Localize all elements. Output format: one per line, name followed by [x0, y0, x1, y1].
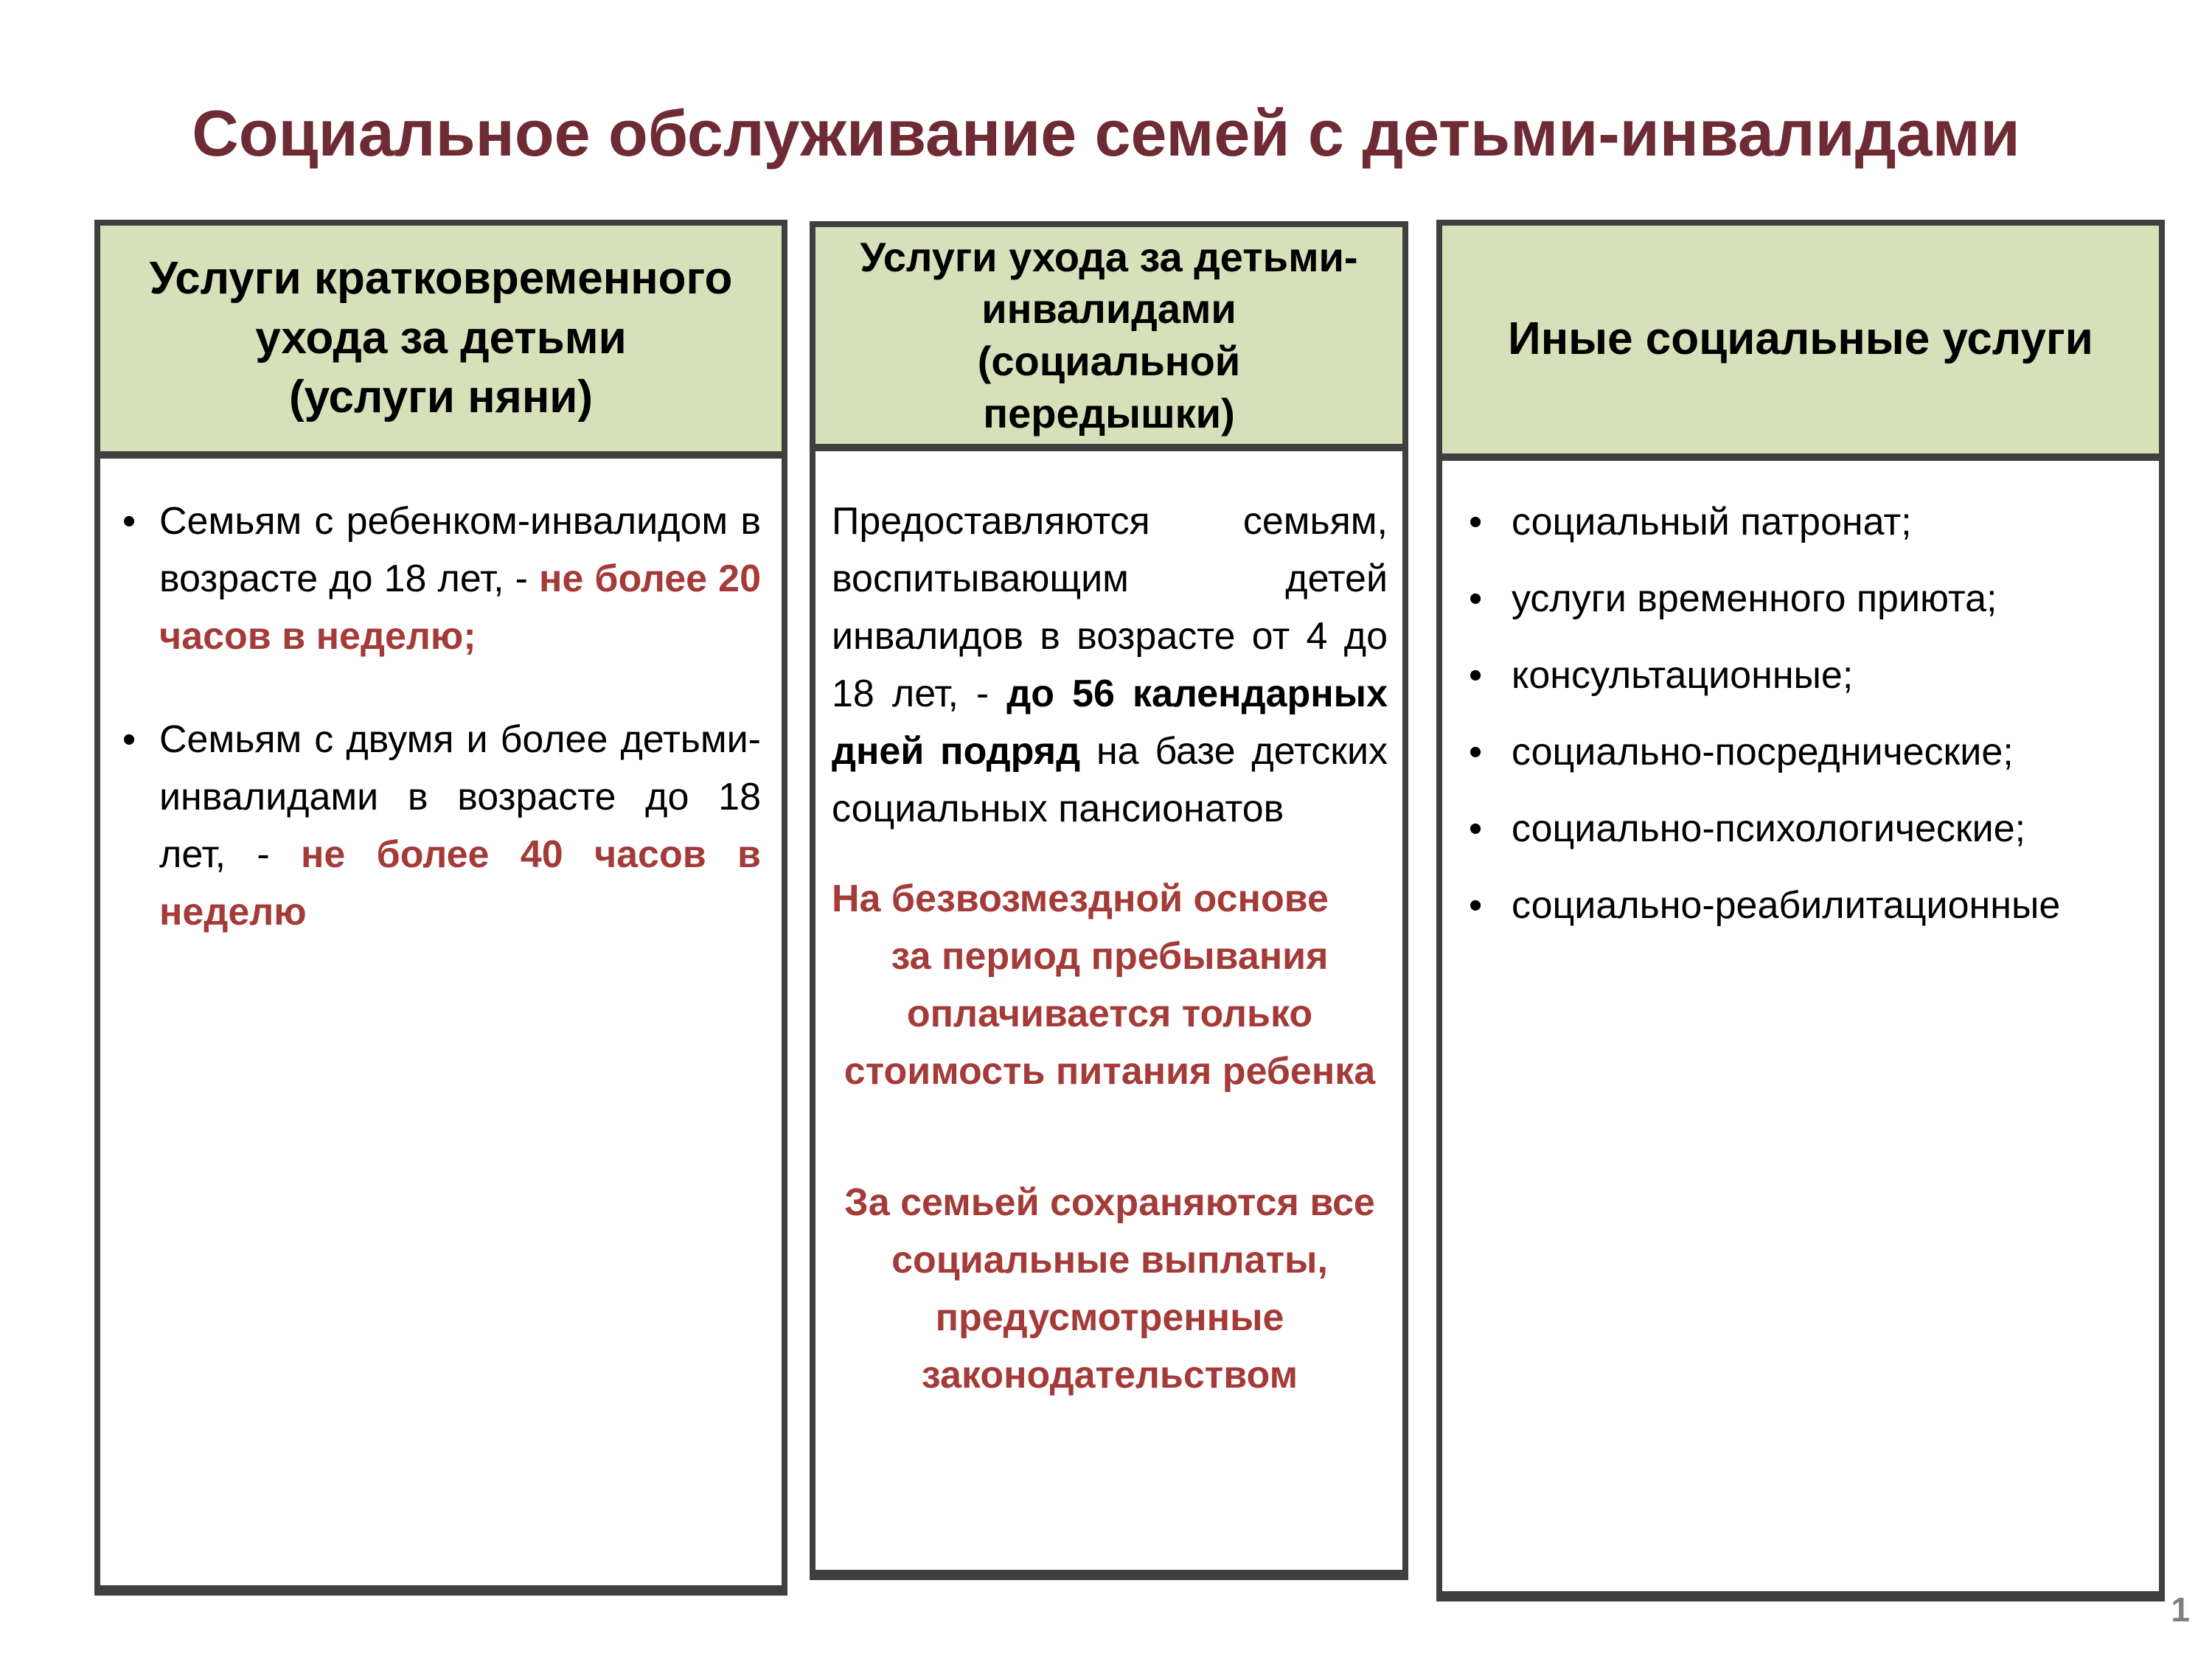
- page-number: 1: [2171, 1590, 2190, 1629]
- list-item-emphasis: не более 40 часов в неделю: [159, 833, 761, 933]
- note-free-basis: На безвозмездной основе: [832, 877, 1329, 920]
- list-item: • консультационные;: [1469, 647, 2138, 704]
- list-item-text: Семьям с двумя и более детьми-инвалидами…: [159, 711, 761, 941]
- paragraph-lead: Предоставляются семьям, воспитывающим де…: [832, 500, 1388, 715]
- column-nanny-services: Услуги кратковременного ухода за детьми …: [94, 220, 787, 1596]
- column-respite-services: Услуги ухода за детьми- инвалидами (соци…: [810, 221, 1408, 1580]
- column-body: Предоставляются семьям, воспитывающим де…: [815, 451, 1402, 1570]
- column-body: • социальный патронат; • услуги временно…: [1442, 461, 2159, 1591]
- list-item: • социально-реабилитационные: [1469, 877, 2138, 934]
- column-header: Услуги кратковременного ухода за детьми …: [100, 226, 782, 459]
- bullet-marker: •: [1469, 884, 1483, 927]
- list-item-text: социально-реабилитационные: [1512, 884, 2061, 927]
- list-item: • Семьям с двумя и более детьми-инвалида…: [122, 711, 761, 941]
- list-item-text: социальный патронат;: [1512, 501, 1912, 543]
- list-item: • социально-психологические;: [1469, 800, 2138, 858]
- bullet-marker: •: [122, 500, 136, 543]
- list-item-text: консультационные;: [1512, 654, 1854, 697]
- list-item-lead: Семьям с двумя и более детьми-инвалидами…: [159, 718, 761, 876]
- bullet-marker: •: [1469, 501, 1483, 543]
- list-item-emphasis: не более 20 часов в неделю;: [159, 557, 761, 658]
- paragraph: Предоставляются семьям, воспитывающим де…: [832, 493, 1388, 838]
- column-header: Иные социальные услуги: [1442, 226, 2159, 461]
- list-item-text: социально-психологические;: [1512, 807, 2026, 850]
- list-item-text: социально-посреднические;: [1512, 731, 2014, 773]
- list-item-lead: Семьям с ребенком-инвалидом в возрасте д…: [159, 500, 761, 600]
- list-item-text: услуги временного приюта;: [1512, 577, 1997, 620]
- column-header: Услуги ухода за детьми- инвалидами (соци…: [815, 227, 1402, 451]
- bullet-marker: •: [1469, 731, 1483, 773]
- bullet-marker: •: [1469, 577, 1483, 620]
- note-benefits: За семьей сохраняются все социальные вып…: [844, 1181, 1375, 1397]
- column-body: • Семьям с ребенком-инвалидом в возрасте…: [100, 459, 782, 1585]
- paragraph-bold: до 56 календарных дней подряд: [832, 672, 1388, 773]
- list-item: • социальный патронат;: [1469, 493, 2138, 551]
- slide-title: Социальное обслуживание семей с детьми-и…: [192, 97, 2020, 170]
- list-item: • социально-посреднические;: [1469, 723, 2138, 781]
- list-item-text: Семьям с ребенком-инвалидом в возрасте д…: [159, 493, 761, 665]
- note-payment: за период пребывания оплачивается только…: [844, 935, 1376, 1093]
- column-other-services: Иные социальные услуги • социальный патр…: [1436, 220, 2165, 1601]
- bullet-marker: •: [1469, 654, 1483, 697]
- paragraph-tail: на базе детских социальных пансионатов: [832, 730, 1388, 830]
- list-item: • услуги временного приюта;: [1469, 570, 2138, 627]
- list-item: • Семьям с ребенком-инвалидом в возрасте…: [122, 493, 761, 665]
- bullet-marker: •: [122, 718, 136, 761]
- bullet-marker: •: [1469, 807, 1483, 850]
